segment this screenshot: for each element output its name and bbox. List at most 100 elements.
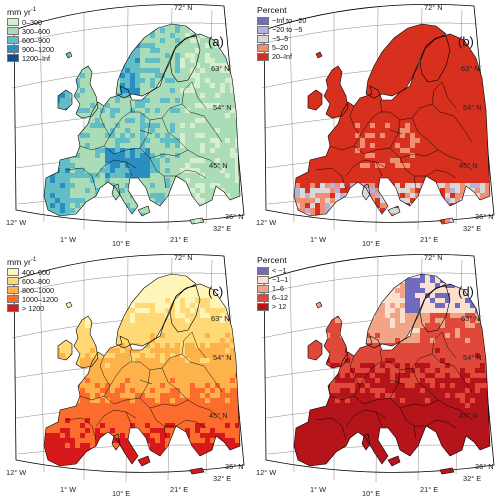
- map-panel-b: Percent −Inf to −20 −20 to −5 −5–5 5–20 …: [250, 0, 500, 249]
- legend-d: Percent < −1 −1–1 1–6 6–12 > 12: [257, 256, 288, 311]
- country-borders: [65, 331, 223, 441]
- lon-label-32e: 32° E: [213, 224, 232, 233]
- legend-item-d-2: −1–1: [257, 275, 288, 284]
- legend-item-c-3: 800–1000: [7, 286, 58, 295]
- lon-label-10e: 10° E: [112, 239, 131, 248]
- lon-label-12w: 12° W: [6, 468, 27, 477]
- legend-item-a-3: 600–900: [7, 36, 54, 45]
- legend-item-c-1: 400–600: [7, 268, 58, 277]
- legend-item-c-5: > 1200: [7, 304, 58, 313]
- country-borders: [315, 331, 473, 441]
- lat-label-63: 63° N: [211, 64, 230, 73]
- lat-label-36: 36° N: [475, 212, 494, 221]
- legend-item-a-5: 1200–Inf: [7, 54, 54, 63]
- legend-swatch: [7, 295, 19, 304]
- legend-swatch: [257, 52, 269, 61]
- lon-label-1w: 1° W: [310, 485, 327, 494]
- lat-label-45: 45° N: [209, 161, 228, 170]
- country-borders: [65, 81, 223, 191]
- legend-swatch: [257, 275, 269, 284]
- legend-item-a-2: 300–600: [7, 27, 54, 36]
- map-canvas-a: [9, 4, 245, 233]
- legend-swatch: [7, 36, 19, 45]
- lon-label-21e: 21° E: [170, 485, 189, 494]
- legend-swatch: [257, 34, 269, 43]
- lon-label-1w: 1° W: [310, 235, 327, 244]
- legend-swatch: [7, 277, 19, 286]
- lat-label-72: 72° N: [424, 253, 443, 262]
- lon-label-10e: 10° E: [362, 489, 381, 498]
- map-canvas-c: [9, 254, 245, 483]
- legend-item-c-4: 1000–1200: [7, 295, 58, 304]
- map-panel-c: mm yr-1 400–600 600–800 800–1000 1000–12…: [0, 250, 250, 499]
- legend-item-d-1: < −1: [257, 266, 288, 275]
- legend-item-d-5: > 12: [257, 302, 288, 311]
- legend-item-b-4: 5–20: [257, 43, 306, 52]
- lon-label-1w: 1° W: [60, 485, 77, 494]
- legend-swatch: [7, 18, 19, 27]
- legend-swatch: [7, 286, 19, 295]
- lon-label-10e: 10° E: [112, 489, 131, 498]
- coastlines: [43, 23, 241, 225]
- lat-label-63: 63° N: [461, 314, 480, 323]
- lon-label-1w: 1° W: [60, 235, 77, 244]
- lat-label-72: 72° N: [174, 253, 193, 262]
- lat-label-54: 54° N: [213, 353, 232, 362]
- lon-label-32e: 32° E: [463, 474, 482, 483]
- legend-title-d: Percent: [257, 255, 287, 265]
- lat-label-45: 45° N: [209, 411, 228, 420]
- legend-swatch: [257, 16, 269, 25]
- legend-title-a: mm yr-1: [7, 6, 37, 17]
- legend-swatch: [257, 43, 269, 52]
- lat-label-36: 36° N: [225, 462, 244, 471]
- lat-label-63: 63° N: [211, 314, 230, 323]
- legend-swatch: [257, 293, 269, 302]
- lat-label-63: 63° N: [461, 64, 480, 73]
- map-panel-d: Percent < −1 −1–1 1–6 6–12 > 12 (d) 72° …: [250, 250, 500, 499]
- legend-swatch: [257, 302, 269, 311]
- lat-label-54: 54° N: [463, 353, 482, 362]
- lat-label-45: 45° N: [459, 161, 478, 170]
- legend-item-b-2: −20 to −5: [257, 25, 306, 34]
- lon-label-12w: 12° W: [6, 218, 27, 227]
- legend-c: mm yr-1 400–600 600–800 800–1000 1000–12…: [7, 256, 58, 313]
- legend-title-b: Percent: [257, 5, 287, 15]
- panel-label-d: (d): [458, 284, 474, 299]
- map-canvas-b: [259, 4, 495, 233]
- lat-label-54: 54° N: [463, 103, 482, 112]
- lon-label-21e: 21° E: [170, 235, 189, 244]
- legend-item-a-1: 0–300: [7, 18, 54, 27]
- map-canvas-d: [259, 254, 495, 483]
- legend-item-d-4: 6–12: [257, 293, 288, 302]
- coastlines: [293, 273, 491, 475]
- coastlines: [43, 273, 241, 475]
- coastlines: [293, 23, 491, 225]
- country-borders: [315, 81, 473, 191]
- legend-item-b-5: 20–Inf: [257, 52, 306, 61]
- lat-label-72: 72° N: [424, 3, 443, 12]
- legend-item-b-1: −Inf to −20: [257, 16, 306, 25]
- legend-swatch: [257, 266, 269, 275]
- legend-swatch: [7, 45, 19, 54]
- lon-label-12w: 12° W: [256, 468, 277, 477]
- legend-a: mm yr-1 0–300 300–600 600–900 900–1200 1…: [7, 6, 54, 63]
- legend-swatch: [7, 27, 19, 36]
- panel-label-a: (a): [208, 34, 224, 49]
- legend-b: Percent −Inf to −20 −20 to −5 −5–5 5–20 …: [257, 6, 306, 61]
- legend-swatch: [7, 54, 19, 63]
- legend-item-c-2: 600–800: [7, 277, 58, 286]
- legend-title-c: mm yr-1: [7, 256, 37, 267]
- legend-swatch: [7, 268, 19, 277]
- lon-label-21e: 21° E: [420, 485, 439, 494]
- legend-swatch: [257, 284, 269, 293]
- lon-label-32e: 32° E: [213, 474, 232, 483]
- lat-label-72: 72° N: [174, 3, 193, 12]
- legend-item-b-3: −5–5: [257, 34, 306, 43]
- lat-label-36: 36° N: [225, 212, 244, 221]
- legend-swatch: [7, 304, 19, 313]
- lat-label-45: 45° N: [459, 411, 478, 420]
- panel-label-b: (b): [458, 34, 474, 49]
- lat-label-36: 36° N: [475, 462, 494, 471]
- lat-label-54: 54° N: [213, 103, 232, 112]
